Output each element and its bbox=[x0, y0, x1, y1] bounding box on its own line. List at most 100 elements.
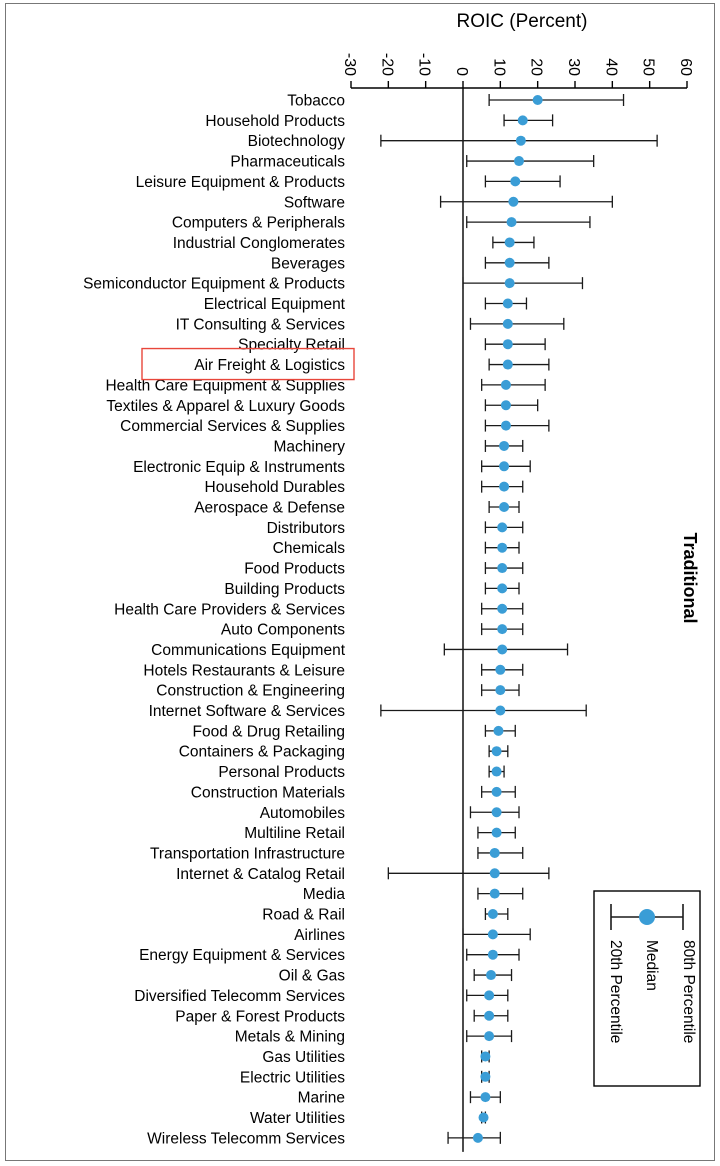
median-marker bbox=[532, 95, 543, 105]
data-row: Beverages bbox=[271, 255, 550, 272]
data-row: Media bbox=[303, 886, 524, 903]
category-label: Air Freight & Logistics bbox=[194, 357, 345, 374]
category-label: Diversified Telecomm Services bbox=[134, 988, 345, 1005]
median-marker bbox=[504, 278, 515, 289]
data-row: Pharmaceuticals bbox=[230, 154, 595, 171]
median-marker bbox=[502, 359, 513, 370]
legend: 80th Percentile Median 20th Percentile bbox=[593, 890, 701, 1087]
median-marker bbox=[487, 929, 498, 940]
category-label: Gas Utilities bbox=[262, 1049, 345, 1066]
data-row: Road & Rail bbox=[262, 907, 509, 924]
category-label: Internet & Catalog Retail bbox=[176, 866, 345, 883]
legend-lower-label: 20th Percentile bbox=[607, 940, 624, 1043]
chart-title: ROIC (Percent) bbox=[457, 11, 588, 32]
category-label: Electric Utilities bbox=[240, 1069, 345, 1086]
category-label: Textiles & Apparel & Luxury Goods bbox=[106, 398, 345, 415]
median-marker bbox=[480, 1051, 491, 1062]
median-marker bbox=[497, 644, 508, 655]
data-row: Water Utilities bbox=[250, 1110, 489, 1127]
category-label: Beverages bbox=[271, 255, 345, 272]
category-label: Household Products bbox=[205, 113, 345, 130]
median-marker bbox=[497, 583, 508, 594]
data-row: Automobiles bbox=[260, 805, 520, 822]
median-marker bbox=[502, 339, 513, 350]
category-label: Biotechnology bbox=[248, 133, 346, 150]
median-marker bbox=[504, 257, 515, 268]
data-row: Textiles & Apparel & Luxury Goods bbox=[106, 398, 539, 415]
data-row: Distributors bbox=[267, 520, 524, 537]
data-row: Metals & Mining bbox=[235, 1029, 513, 1046]
data-row: Multiline Retail bbox=[244, 825, 516, 842]
category-label: Food & Drug Retailing bbox=[193, 723, 346, 740]
data-row: Airlines bbox=[294, 927, 531, 944]
x-tick-label: -20 bbox=[378, 53, 395, 76]
data-row: Diversified Telecomm Services bbox=[134, 988, 509, 1005]
median-marker bbox=[491, 786, 502, 797]
median-marker bbox=[514, 156, 524, 167]
category-label: Energy Equipment & Services bbox=[139, 947, 345, 964]
data-row: Tobacco bbox=[287, 93, 625, 110]
category-label: Software bbox=[284, 194, 345, 211]
data-row: Commercial Services & Supplies bbox=[120, 418, 550, 435]
category-label: Construction Materials bbox=[191, 784, 345, 801]
chart-frame bbox=[5, 3, 715, 1161]
median-marker bbox=[500, 379, 511, 390]
data-row: Personal Products bbox=[218, 764, 505, 781]
category-label: Multiline Retail bbox=[244, 825, 345, 842]
median-marker bbox=[487, 909, 498, 919]
median-marker bbox=[491, 746, 502, 757]
data-row: Household Products bbox=[205, 113, 554, 130]
data-rows: Tobacco Household Products Biotechnology Ph… bbox=[83, 93, 658, 1147]
median-marker bbox=[500, 420, 511, 431]
median-marker bbox=[497, 563, 508, 574]
category-label: Food Products bbox=[244, 561, 345, 578]
x-tick-label: 30 bbox=[565, 58, 582, 76]
median-marker bbox=[484, 990, 495, 1001]
data-row: Electric Utilities bbox=[240, 1069, 491, 1086]
median-marker bbox=[506, 217, 517, 228]
data-row: Household Durables bbox=[205, 479, 524, 496]
data-row: Electrical Equipment bbox=[204, 296, 528, 313]
category-label: Wireless Telecomm Services bbox=[147, 1130, 345, 1147]
median-marker bbox=[472, 1132, 483, 1143]
median-marker bbox=[493, 725, 504, 736]
median-marker bbox=[508, 196, 519, 207]
data-row: Electronic Equip & Instruments bbox=[133, 459, 531, 476]
category-label: Health Care Providers & Services bbox=[114, 601, 345, 618]
data-row: Semiconductor Equipment & Products bbox=[83, 276, 584, 293]
category-label: Personal Products bbox=[218, 764, 345, 781]
x-tick-label: -10 bbox=[416, 53, 433, 76]
category-label: Household Durables bbox=[205, 479, 346, 496]
highlight-box bbox=[141, 347, 355, 381]
median-marker bbox=[497, 603, 508, 614]
category-label: Road & Rail bbox=[262, 907, 345, 924]
category-label: Auto Components bbox=[221, 622, 345, 639]
category-label: Semiconductor Equipment & Products bbox=[83, 276, 345, 293]
median-marker bbox=[491, 807, 502, 818]
data-row: Paper & Forest Products bbox=[175, 1008, 509, 1025]
data-row: Biotechnology bbox=[248, 133, 658, 150]
median-marker bbox=[495, 705, 506, 716]
legend-median-marker bbox=[639, 909, 655, 925]
median-marker bbox=[495, 685, 506, 696]
data-row: Internet & Catalog Retail bbox=[176, 866, 550, 883]
category-label: Oil & Gas bbox=[279, 968, 346, 985]
data-row: Computers & Peripherals bbox=[172, 215, 591, 232]
x-tick-label: 50 bbox=[640, 58, 657, 76]
median-marker bbox=[480, 1092, 491, 1103]
data-row: Auto Components bbox=[221, 622, 524, 639]
median-marker bbox=[489, 888, 500, 899]
category-label: Health Care Equipment & Supplies bbox=[105, 377, 345, 394]
data-row: Leisure Equipment & Products bbox=[136, 174, 561, 191]
median-marker bbox=[486, 970, 496, 981]
data-row: Chemicals bbox=[273, 540, 520, 557]
data-row: Specialty Retail bbox=[238, 337, 546, 354]
category-label: Tobacco bbox=[287, 93, 345, 110]
median-marker bbox=[502, 298, 513, 309]
median-marker bbox=[480, 1071, 491, 1082]
category-label: Communications Equipment bbox=[151, 642, 346, 659]
legend-upper-label: 80th Percentile bbox=[680, 940, 697, 1043]
category-label: Chemicals bbox=[273, 540, 346, 557]
x-tick-label: 0 bbox=[453, 67, 470, 76]
